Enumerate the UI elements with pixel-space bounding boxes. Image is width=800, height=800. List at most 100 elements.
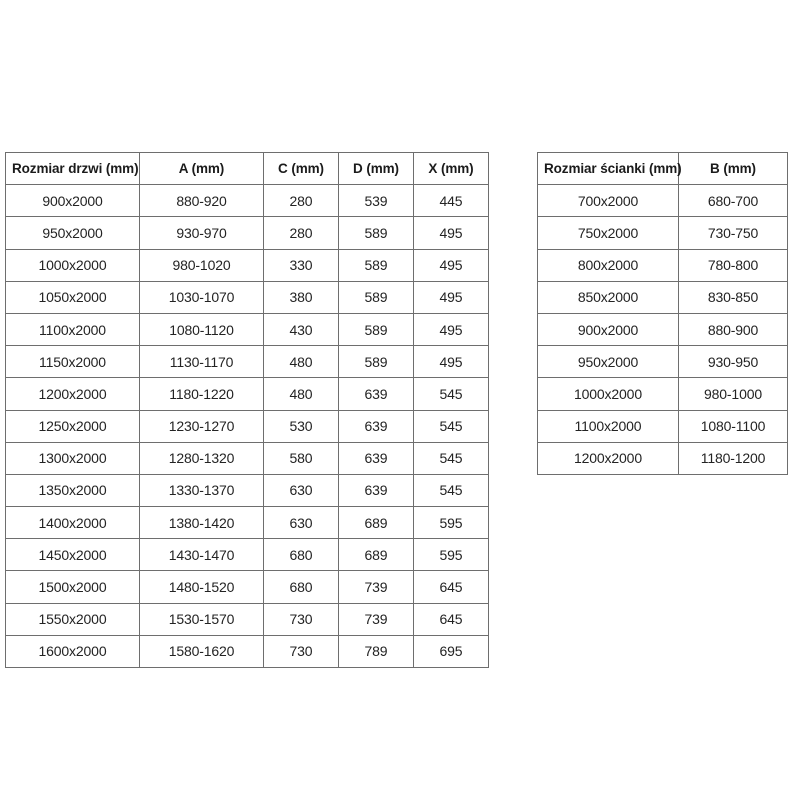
table-cell-col-4: 645	[413, 570, 489, 604]
table-cell-col-1: 1230-1270	[139, 409, 264, 443]
table-cell-col-4: 545	[413, 409, 489, 443]
table-cell-col-1: 1580-1620	[139, 634, 264, 669]
table-cell-col-3: 639	[338, 377, 414, 411]
table-cell-col-0: 1300x2000	[5, 441, 140, 475]
table-cell-col-0: 1550x2000	[5, 602, 140, 636]
table-cell-col-3: 689	[338, 506, 414, 540]
table-row: 1200x2000 1180-1220 480 639 545	[5, 377, 489, 411]
table-cell-col-2: 680	[263, 538, 339, 572]
table-row: 850x2000 830-850	[537, 280, 788, 314]
table-cell-col-3: 639	[338, 409, 414, 443]
table-cell-col-3: 589	[338, 216, 414, 250]
table-cell-col-3: 539	[338, 184, 414, 218]
table-cell-col-0: 800x2000	[537, 248, 679, 282]
table-cell-col-4: 495	[413, 312, 489, 347]
table-row: 1100x2000 1080-1120 430 589 495	[5, 312, 489, 347]
door-sizes-table-body: 900x2000 880-920 280 539 445 950x2000 930-970 2…	[5, 184, 489, 669]
table-cell-col-2: 680	[263, 570, 339, 604]
table-row: 1250x2000 1230-1270 530 639 545	[5, 409, 489, 443]
table-cell-col-4: 545	[413, 473, 489, 508]
table-row: 900x2000 880-920 280 539 445	[5, 184, 489, 218]
table-cell-col-2: 630	[263, 506, 339, 540]
table-cell-col-4: 545	[413, 441, 489, 475]
table-cell-col-1: 1130-1170	[139, 345, 264, 379]
table-row: 1350x2000 1330-1370 630 639 545	[5, 473, 489, 508]
table-cell-col-3: 739	[338, 570, 414, 604]
table-header-row: Rozmiar ścianki (mm) B (mm)	[537, 151, 788, 186]
table-cell-col-2: 430	[263, 312, 339, 347]
table-cell-col-1: 1430-1470	[139, 538, 264, 572]
table-row: 1000x2000 980-1020 330 589 495	[5, 248, 489, 282]
table-cell-col-3: 589	[338, 312, 414, 347]
column-header-2: C (mm)	[263, 151, 339, 186]
table-cell-col-0: 1600x2000	[5, 634, 140, 669]
table-row: 1600x2000 1580-1620 730 789 695	[5, 634, 489, 669]
table-cell-col-0: 900x2000	[5, 184, 140, 218]
table-cell-col-1: 880-920	[139, 184, 264, 218]
table-cell-col-3: 789	[338, 634, 414, 669]
wall-sizes-table-header: Rozmiar ścianki (mm) B (mm)	[537, 151, 788, 186]
table-cell-col-1: 1380-1420	[139, 506, 264, 540]
table-cell-col-0: 950x2000	[537, 345, 679, 379]
table-cell-col-3: 639	[338, 473, 414, 508]
table-header-row: Rozmiar drzwi (mm) A (mm) C (mm) D (mm) X (m…	[5, 151, 489, 186]
table-cell-col-1: 930-950	[678, 345, 788, 379]
table-row: 1200x2000 1180-1200	[537, 441, 788, 475]
table-row: 950x2000 930-970 280 589 495	[5, 216, 489, 250]
table-cell-col-1: 1280-1320	[139, 441, 264, 475]
table-cell-col-4: 495	[413, 280, 489, 314]
table-cell-col-0: 1050x2000	[5, 280, 140, 314]
table-cell-col-0: 1100x2000	[5, 312, 140, 347]
table-cell-col-1: 1180-1200	[678, 441, 788, 475]
table-cell-col-2: 380	[263, 280, 339, 314]
table-row: 1300x2000 1280-1320 580 639 545	[5, 441, 489, 475]
table-cell-col-0: 1350x2000	[5, 473, 140, 508]
column-header-0: Rozmiar ścianki (mm)	[537, 151, 682, 186]
table-cell-col-4: 495	[413, 345, 489, 379]
table-cell-col-2: 630	[263, 473, 339, 508]
table-cell-col-4: 545	[413, 377, 489, 411]
table-row: 1550x2000 1530-1570 730 739 645	[5, 602, 489, 636]
table-cell-col-1: 1480-1520	[139, 570, 264, 604]
table-cell-col-4: 495	[413, 248, 489, 282]
table-cell-col-0: 1100x2000	[537, 409, 679, 443]
door-sizes-table-header: Rozmiar drzwi (mm) A (mm) C (mm) D (mm) X (m…	[5, 151, 489, 186]
table-cell-col-2: 480	[263, 345, 339, 379]
table-cell-col-4: 595	[413, 506, 489, 540]
table-cell-col-1: 980-1020	[139, 248, 264, 282]
table-cell-col-0: 700x2000	[537, 184, 679, 218]
column-header-4: X (mm)	[413, 151, 489, 186]
table-cell-col-0: 1200x2000	[5, 377, 140, 411]
table-cell-col-4: 445	[413, 184, 489, 218]
table-cell-col-1: 830-850	[678, 280, 788, 314]
table-cell-col-1: 780-800	[678, 248, 788, 282]
table-cell-col-3: 689	[338, 538, 414, 572]
table-cell-col-0: 950x2000	[5, 216, 140, 250]
table-cell-col-0: 1500x2000	[5, 570, 140, 604]
table-cell-col-4: 645	[413, 602, 489, 636]
column-header-1: B (mm)	[678, 151, 788, 186]
table-cell-col-2: 580	[263, 441, 339, 475]
table-cell-col-0: 1000x2000	[537, 377, 679, 411]
table-cell-col-0: 1450x2000	[5, 538, 140, 572]
table-cell-col-1: 1080-1120	[139, 312, 264, 347]
table-cell-col-1: 680-700	[678, 184, 788, 218]
table-row: 1050x2000 1030-1070 380 589 495	[5, 280, 489, 314]
table-cell-col-0: 850x2000	[537, 280, 679, 314]
table-cell-col-3: 739	[338, 602, 414, 636]
table-cell-col-1: 1180-1220	[139, 377, 264, 411]
table-cell-col-3: 589	[338, 345, 414, 379]
table-cell-col-1: 1080-1100	[678, 409, 788, 443]
table-cell-col-0: 1200x2000	[537, 441, 679, 475]
table-cell-col-4: 495	[413, 216, 489, 250]
table-cell-col-4: 695	[413, 634, 489, 669]
table-cell-col-3: 639	[338, 441, 414, 475]
table-cell-col-2: 480	[263, 377, 339, 411]
wall-sizes-table-container: Rozmiar ścianki (mm) B (mm) 700x2000 680-7…	[537, 151, 788, 475]
table-cell-col-0: 1250x2000	[5, 409, 140, 443]
table-cell-col-1: 980-1000	[678, 377, 788, 411]
table-cell-col-2: 730	[263, 602, 339, 636]
table-cell-col-2: 530	[263, 409, 339, 443]
table-row: 1400x2000 1380-1420 630 689 595	[5, 506, 489, 540]
table-cell-col-1: 1030-1070	[139, 280, 264, 314]
